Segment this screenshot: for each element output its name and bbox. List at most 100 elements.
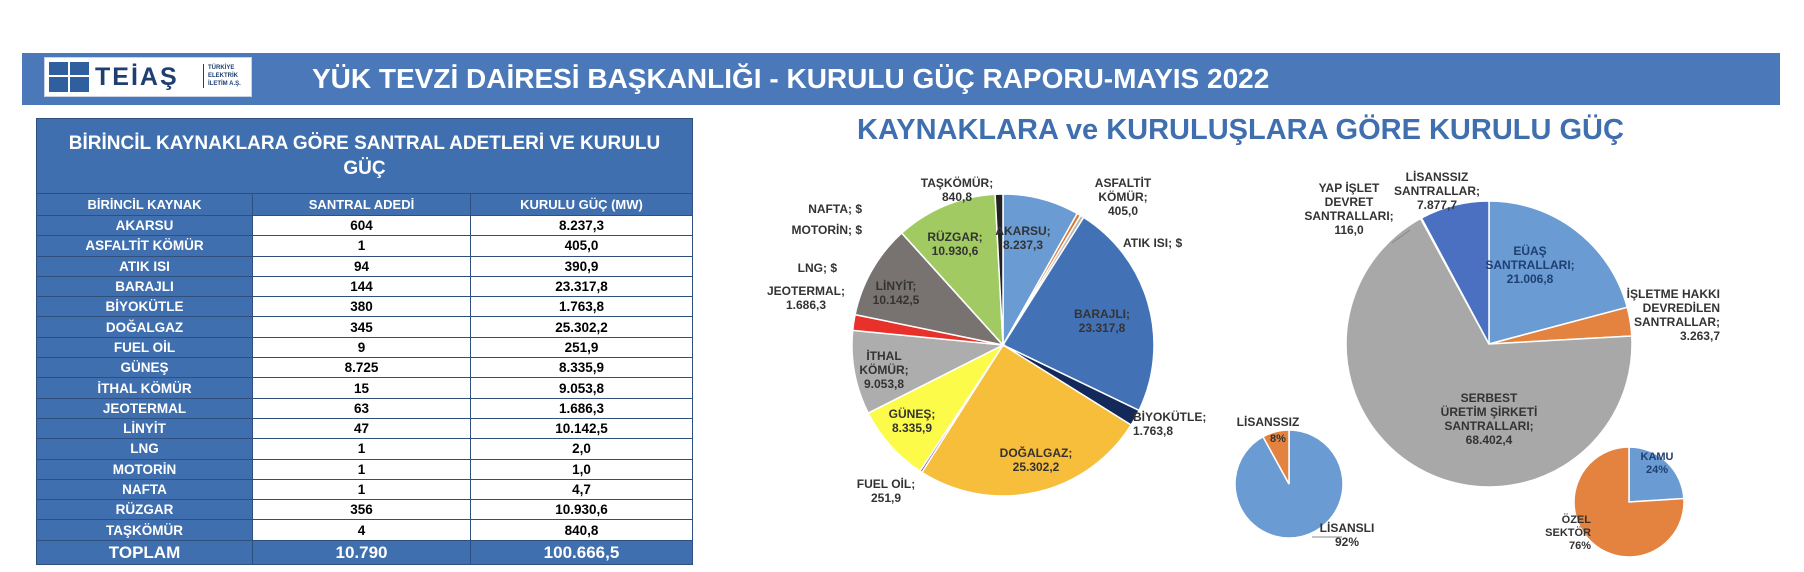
slice-label: NAFTA; $ (808, 202, 862, 216)
slice-label: ATIK ISI; $ (1123, 236, 1182, 250)
slice-label: BİYOKÜTLE; 1.763,8 (1133, 409, 1206, 438)
pie-slice (900, 193, 1004, 348)
pie-slice (1420, 200, 1490, 345)
pie-slice (1573, 446, 1685, 558)
pie-slice (854, 231, 1006, 347)
slice-label: KAMU 24% (1641, 451, 1674, 476)
table-row: NAFTA 1 4,7 (36, 478, 693, 501)
cell-source: ATIK ISI (36, 255, 253, 277)
capacity-table: BİRİNCİL KAYNAKLARA GÖRE SANTRAL ADETLER… (36, 118, 693, 565)
table-row: TAŞKÖMÜR 4 840,8 (36, 519, 693, 541)
cell-power: 251,9 (470, 336, 693, 359)
pie-slice (1261, 429, 1290, 485)
cell-count: 604 (252, 214, 471, 237)
slice-label: DOĞALGAZ; 25.302,2 (1000, 445, 1073, 474)
cell-count: 47 (252, 417, 471, 440)
cell-count: 1 (252, 235, 471, 257)
teias-logo: TEİAŞ TÜRKİYE ELEKTRİK İLETİM A.Ş. (44, 57, 252, 97)
cell-power: 390,9 (470, 255, 693, 277)
slice-label: YAP İŞLET DEVRET SANTRALLARI; 116,0 (1304, 180, 1393, 237)
cell-power: 1,0 (470, 458, 693, 480)
slice-label: LİSANSLI 92% (1320, 520, 1375, 549)
cell-count: 345 (252, 316, 471, 338)
cell-source: TAŞKÖMÜR (36, 519, 253, 541)
slice-label: MOTORİN; $ (792, 222, 863, 237)
cell-source: GÜNEŞ (36, 357, 253, 379)
table-row: LİNYİT 47 10.142,5 (36, 417, 693, 440)
slice-label: LNG; $ (798, 261, 838, 275)
total-count: 10.790 (252, 539, 471, 565)
logo-text: TEİAŞ (95, 63, 179, 91)
cell-source: MOTORİN (36, 458, 253, 480)
cell-source: LNG (36, 438, 253, 460)
slice-label: ASFALTİT KÖMÜR; 405,0 (1095, 175, 1152, 218)
pie-slice (1488, 200, 1629, 345)
slice-label: AKARSU; 8.237,3 (995, 224, 1050, 252)
table-row: FUEL OİL 9 251,9 (36, 336, 693, 359)
pie-slice (851, 329, 1006, 415)
cell-count: 9 (252, 336, 471, 359)
cell-power: 840,8 (470, 519, 693, 541)
report-banner: TEİAŞ TÜRKİYE ELEKTRİK İLETİM A.Ş. YÜK T… (22, 53, 1780, 105)
cell-count: 356 (252, 499, 471, 521)
table-row: BARAJLI 144 23.317,8 (36, 275, 693, 298)
table-body: AKARSU 604 8.237,3 ASFALTİT KÖMÜR 1 405,0 ATIK… (36, 214, 693, 541)
table-row: LNG 1 2,0 (36, 438, 693, 460)
cell-power: 23.317,8 (470, 275, 693, 298)
slice-label: RÜZGAR; 10.930,6 (927, 229, 982, 258)
logo-subtitle: TÜRKİYE ELEKTRİK İLETİM A.Ş. (203, 64, 254, 88)
cell-count: 4 (252, 519, 471, 541)
cell-power: 9.053,8 (470, 377, 693, 399)
pie-slice (1628, 446, 1685, 503)
slice-label: LİSANSSIZ (1237, 414, 1300, 429)
table-row: RÜZGAR 356 10.930,6 (36, 499, 693, 521)
total-row: TOPLAM 10.790 100.666,5 (36, 539, 693, 565)
slice-label: LİNYİT; 10.142,5 (873, 278, 920, 307)
slice-label: EÜAŞ SANTRALLARI; 21.006,8 (1485, 243, 1574, 286)
cell-power: 8.335,9 (470, 357, 693, 379)
table-row: ASFALTİT KÖMÜR 1 405,0 (36, 235, 693, 257)
pie-chart-1 (1345, 200, 1633, 488)
cell-source: ASFALTİT KÖMÜR (36, 235, 253, 257)
table-row: İTHAL KÖMÜR 15 9.053,8 (36, 377, 693, 399)
slice-label: TAŞKÖMÜR; 840,8 (921, 175, 993, 204)
cell-count: 15 (252, 377, 471, 399)
slice-label: JEOTERMAL; 1.686,3 (767, 284, 845, 312)
slice-label: LİSANSSIZ SANTRALLAR; 7.877,7 (1394, 169, 1480, 212)
total-power: 100.666,5 (470, 539, 693, 565)
report-title: YÜK TEVZİ DAİRESİ BAŞKANLIĞI - KURULU GÜ… (312, 63, 1270, 94)
charts-title: KAYNAKLARA ve KURULUŞLARA GÖRE KURULU GÜ… (857, 114, 1624, 146)
table-row: GÜNEŞ 8.725 8.335,9 (36, 357, 693, 379)
pie-slice (1345, 217, 1633, 488)
slice-label: 8% (1270, 433, 1286, 445)
cell-source: BARAJLI (36, 275, 253, 298)
cell-power: 1.686,3 (470, 397, 693, 419)
pie-slice (920, 343, 1133, 497)
logo-mark-icon (49, 62, 89, 92)
table-row: JEOTERMAL 63 1.686,3 (36, 397, 693, 419)
table-row: ATIK ISI 94 390,9 (36, 255, 693, 277)
slice-label: BARAJLI; 23.317,8 (1074, 307, 1130, 335)
cell-source: JEOTERMAL (36, 397, 253, 419)
cell-source: İTHAL KÖMÜR (36, 377, 253, 399)
slice-label: FUEL OİL; 251,9 (857, 476, 915, 505)
cell-source: NAFTA (36, 478, 253, 501)
header-source: BİRİNCİL KAYNAK (36, 193, 253, 216)
total-label: TOPLAM (36, 539, 253, 565)
cell-source: LİNYİT (36, 417, 253, 440)
slice-label: SERBEST ÜRETİM ŞİRKETİ SANTRALLARI; 68.402,… (1441, 391, 1538, 447)
cell-power: 405,0 (470, 235, 693, 257)
header-power: KURULU GÜÇ (MW) (470, 193, 693, 216)
pie-chart-0 (851, 193, 1155, 497)
slice-label: İŞLETME HAKKI DEVREDİLEN SANTRALLAR; 3.263,… (1627, 286, 1721, 343)
table-row: DOĞALGAZ 345 25.302,2 (36, 316, 693, 338)
cell-source: BİYOKÜTLE (36, 296, 253, 318)
slice-label: GÜNEŞ; 8.335,9 (889, 406, 936, 435)
pie-slice (1001, 216, 1155, 412)
cell-source: RÜZGAR (36, 499, 253, 521)
slice-label: ÖZEL SEKTÖR 76% (1545, 513, 1591, 552)
cell-power: 4,7 (470, 478, 693, 501)
cell-power: 25.302,2 (470, 316, 693, 338)
pie-chart-3 (1573, 446, 1685, 558)
